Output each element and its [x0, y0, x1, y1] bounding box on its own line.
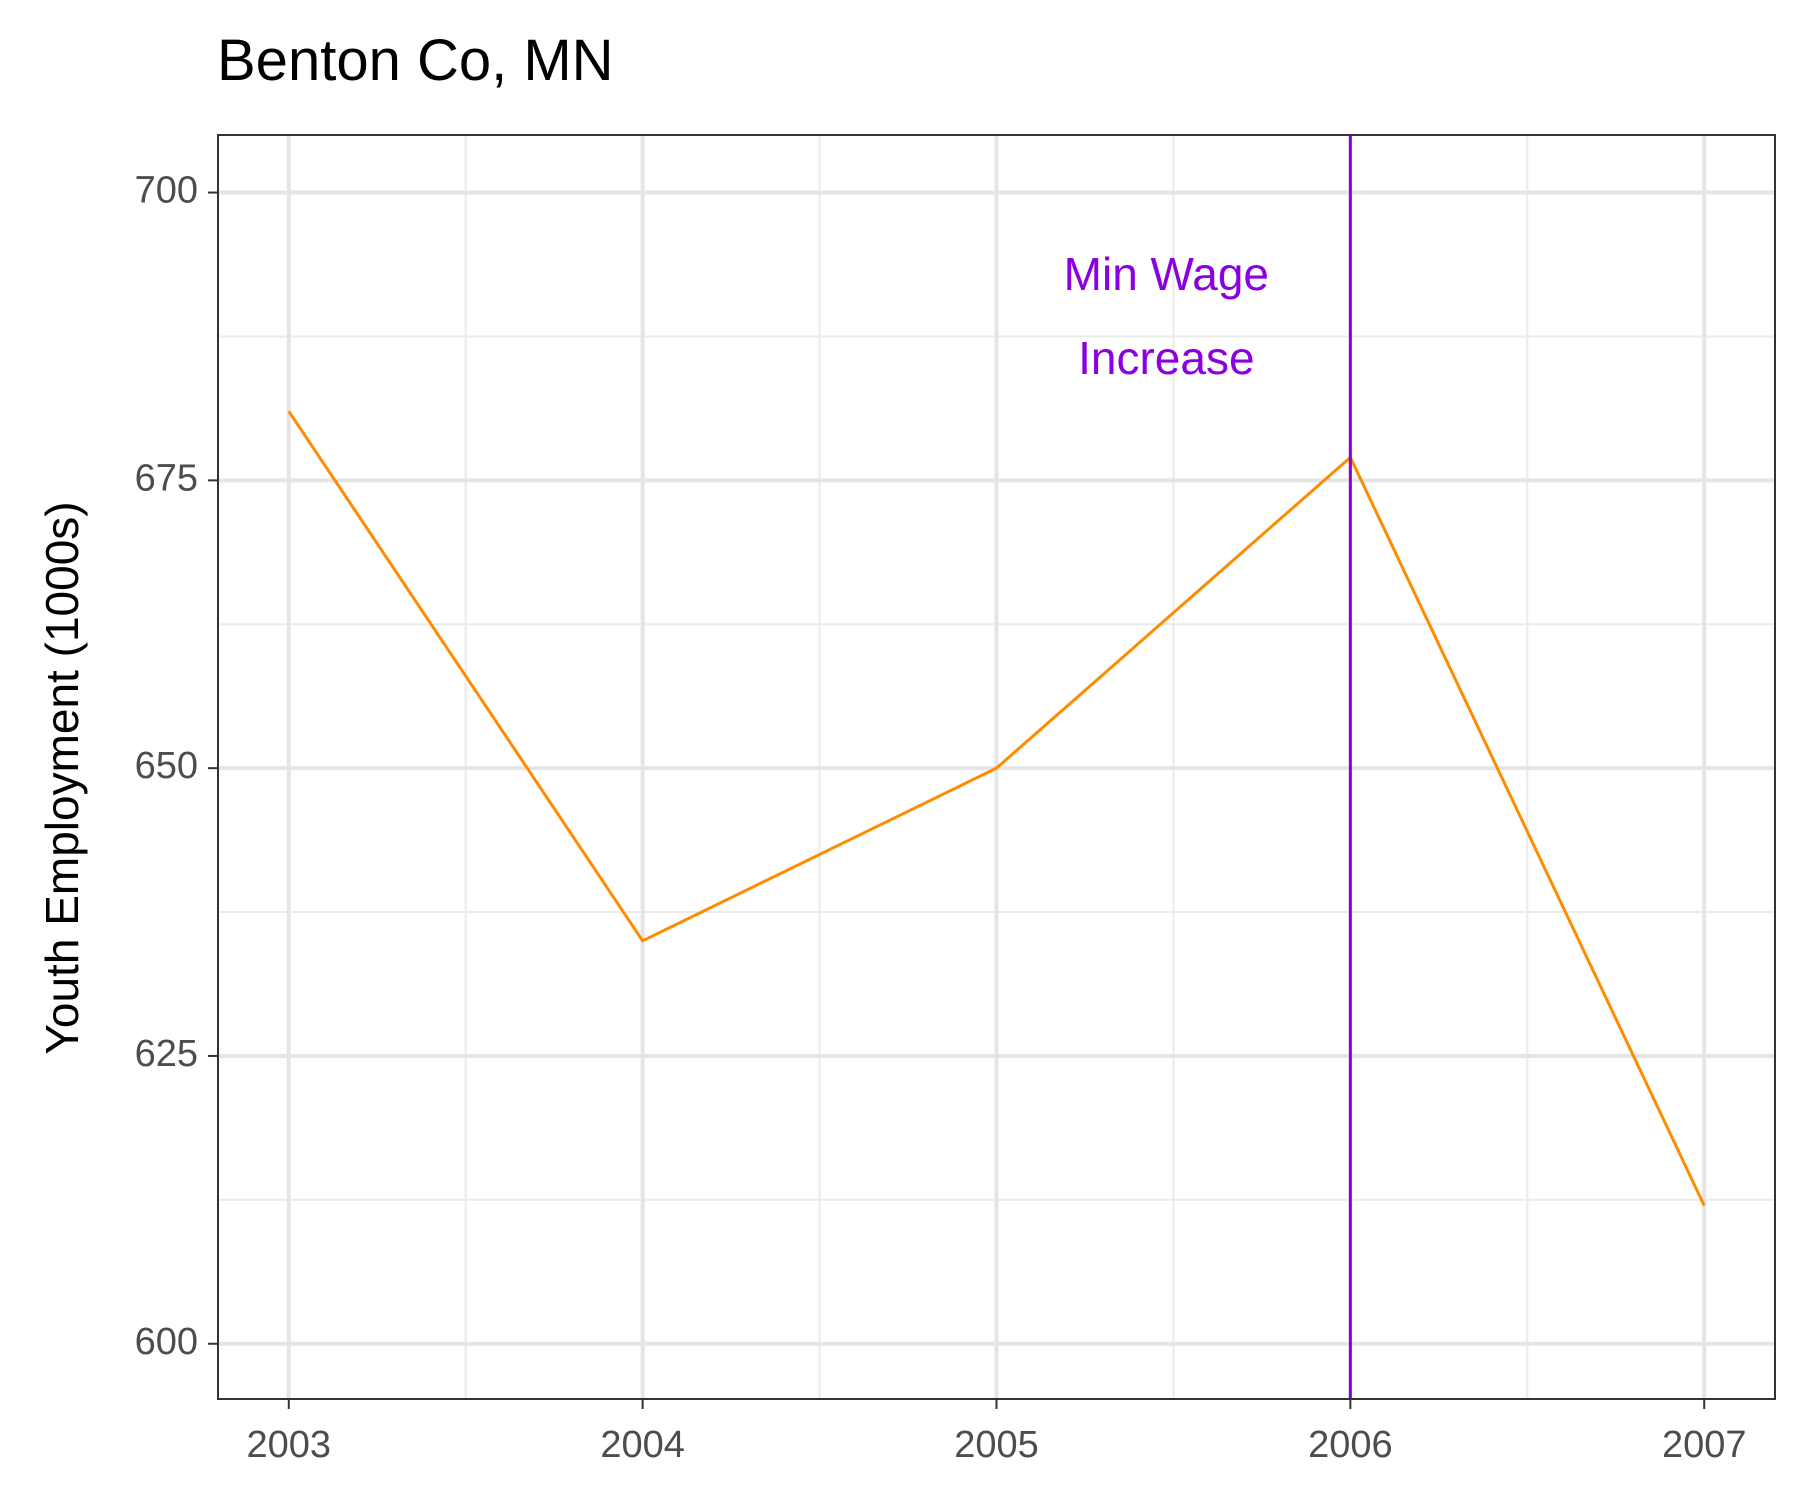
y-tick-label: 700	[135, 170, 198, 212]
x-tick-label: 2006	[1308, 1424, 1393, 1466]
x-axis-ticks: 2003 2004 2005 2006 2007	[246, 1399, 1747, 1466]
x-tick-label: 2004	[600, 1424, 685, 1466]
annotation-layer: Min Wage Increase	[1064, 135, 1352, 1399]
x-tick-label: 2003	[246, 1424, 331, 1466]
x-tick-label: 2005	[954, 1424, 1039, 1466]
series-layer	[287, 410, 1706, 1207]
y-axis-ticks: 600 625 650 675 700	[135, 170, 218, 1363]
y-tick-label: 650	[135, 745, 198, 787]
annotation-label-line: Min Wage	[1064, 248, 1269, 300]
y-axis-label: Youth Employment (1000s)	[36, 501, 88, 1054]
series-line	[287, 410, 1706, 1207]
x-tick-label: 2007	[1662, 1424, 1747, 1466]
annotation-label-line: Increase	[1078, 332, 1254, 384]
y-tick-label: 600	[135, 1321, 198, 1363]
y-tick-label: 675	[135, 457, 198, 499]
chart-title: Benton Co, MN	[217, 28, 614, 93]
y-tick-label: 625	[135, 1033, 198, 1075]
